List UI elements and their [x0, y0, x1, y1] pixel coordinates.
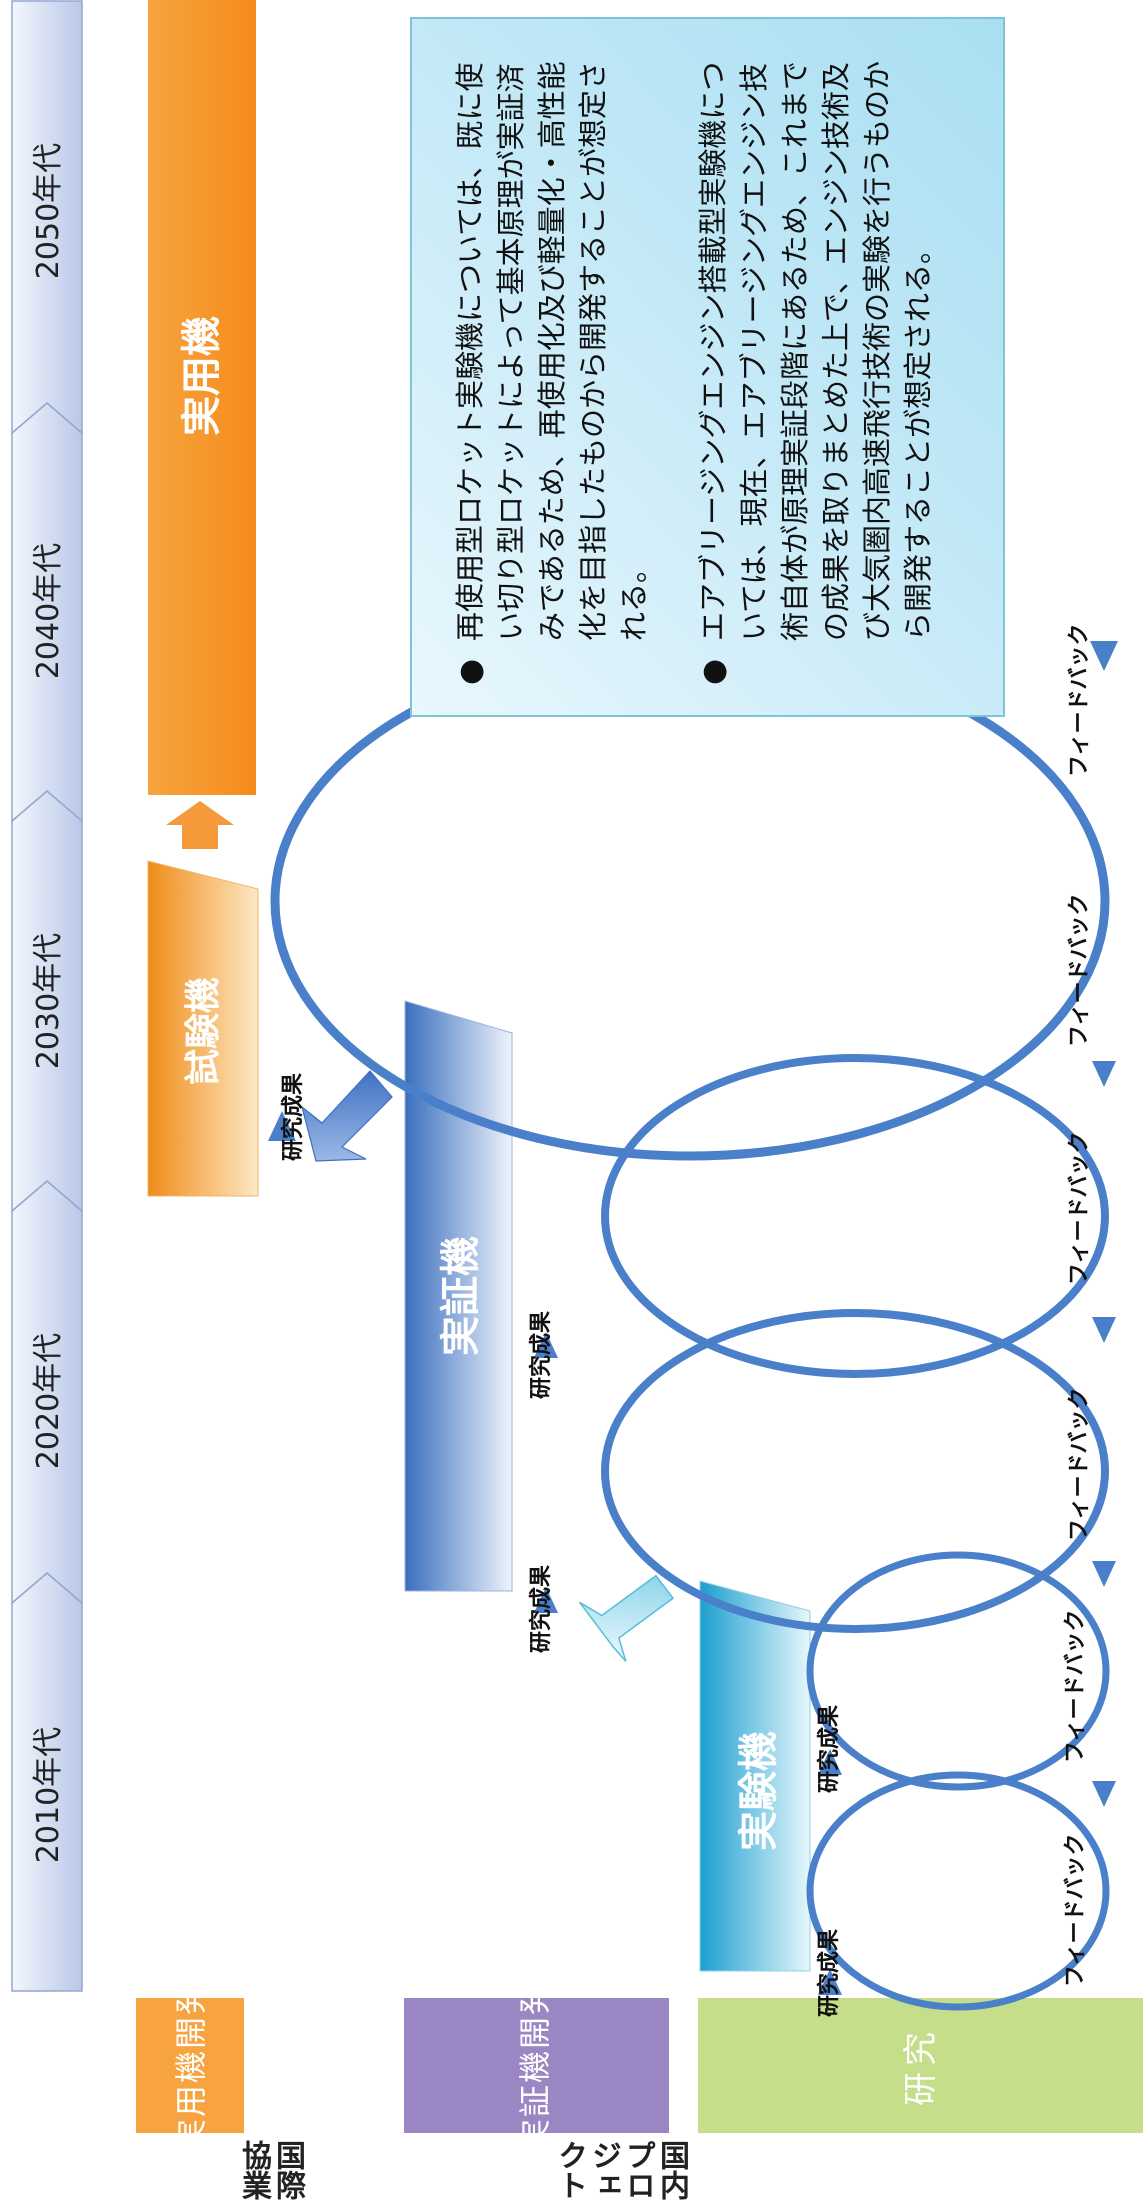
phase-test [147, 860, 259, 1197]
loop-exp-1 [806, 1771, 1110, 2011]
arrow-test-to-practical [166, 801, 234, 849]
arrowhead-dem-1-bottom [1092, 1317, 1116, 1343]
phase-practical [148, 0, 256, 795]
feedback-loops [270, 641, 1110, 2011]
result-label-1: 研究成果 [816, 1929, 842, 2017]
category-practical-dev-label: 実用機開発 [172, 1981, 210, 2151]
phase-practical-label: 実用機 [179, 316, 225, 436]
category-practical-dev [136, 1998, 244, 2133]
progress-arrows [300, 1070, 675, 1662]
arrowhead-dem-2-bottom [1092, 1061, 1116, 1087]
group-label-domestic: 国内プロジェクト [552, 2140, 689, 2201]
phase-experimental [699, 1580, 811, 1972]
arrowhead-exp-2-bottom [1092, 1561, 1116, 1587]
bullet-dot: ● [453, 658, 488, 685]
category-demo-dev [404, 1998, 669, 2133]
phase-demonstrator [404, 1000, 513, 1592]
arrowhead-exp-1-bottom [1092, 1781, 1116, 1807]
phase-experimental-label: 実験機 [736, 1731, 782, 1851]
decade-label-2020s: 2020年代 [31, 1333, 66, 1469]
category-bars: 実用機開発 実証機開発 研究 [136, 1981, 1143, 2151]
category-demo-dev-label: 実証機開発 [516, 1981, 554, 2151]
feedback-label-5: フィードバック [1067, 893, 1092, 1047]
bullet-dot: ● [696, 658, 731, 685]
notes-box: ● 再使用型ロケット実験機については、既に使い切り型ロケットによって基本原理が実… [410, 17, 1005, 717]
group-label-international: 国際協業 [184, 2140, 305, 2201]
category-research-label: 研究 [901, 2026, 941, 2106]
phase-demonstrator-label: 実証機 [438, 1236, 484, 1356]
arrow-demonstrator-to-test [300, 1070, 393, 1162]
arrowhead-test-top [268, 1111, 296, 1141]
note-item-2: ● エアブリージングエンジン搭載型実験機については、現在、エアブリージングエンジ… [693, 59, 939, 685]
timeline: 2010年代 2020年代 2030年代 2040年代 2050年代 [11, 0, 83, 1992]
loop-test [270, 641, 1110, 1161]
arrowhead-dem-2-top [534, 1332, 558, 1358]
loop-labels: 研究成果 フィードバック 研究成果 フィードバック 研究成果 フィードバック 研… [280, 623, 1092, 2017]
timeline-segment-2050s [11, 0, 83, 435]
loop-arrowheads [268, 641, 1118, 1995]
result-label-4: 研究成果 [528, 1311, 554, 1399]
arrowhead-exp-2-top [818, 1749, 842, 1775]
feedback-label-2: フィードバック [1063, 1609, 1088, 1763]
loop-dem-2 [601, 1054, 1109, 1378]
loop-dem-1 [601, 1309, 1109, 1633]
arrowhead-dem-1-top [534, 1587, 558, 1613]
note-text-2: エアブリージングエンジン搭載型実験機については、現在、エアブリージングエンジン技… [696, 60, 935, 641]
phase-test-label: 試験機 [183, 977, 224, 1085]
feedback-label-4: フィードバック [1067, 1131, 1092, 1285]
phases: 実験機 実証機 試験機 実用機 [147, 0, 811, 1972]
feedback-label-1: フィードバック [1063, 1833, 1088, 1987]
group-label-domestic-text: 国内プロジェクト [552, 2140, 689, 2200]
note-text-1: 再使用型ロケット実験機については、既に使い切り型ロケットによって基本原理が実証済… [453, 60, 651, 641]
decade-label-2030s: 2030年代 [31, 933, 66, 1069]
decade-label-2050s: 2050年代 [31, 143, 66, 279]
group-label-international-text: 国際協業 [236, 2140, 305, 2200]
decade-label-2040s: 2040年代 [31, 543, 66, 679]
result-label-5: 研究成果 [280, 1073, 306, 1161]
feedback-label-6: フィードバック [1067, 623, 1092, 777]
arrowhead-test-bottom [1090, 641, 1118, 671]
feedback-label-3: フィードバック [1067, 1387, 1092, 1541]
arrow-experimental-to-demonstrator [578, 1574, 675, 1662]
loop-exp-2 [806, 1551, 1110, 1791]
note-item-1: ● 再使用型ロケット実験機については、既に使い切り型ロケットによって基本原理が実… [450, 59, 655, 685]
result-label-3: 研究成果 [528, 1565, 554, 1653]
category-research [698, 1998, 1143, 2133]
arrowhead-exp-1-top [818, 1969, 842, 1995]
result-label-2: 研究成果 [816, 1705, 842, 1793]
decade-label-2010s: 2010年代 [31, 1727, 66, 1863]
